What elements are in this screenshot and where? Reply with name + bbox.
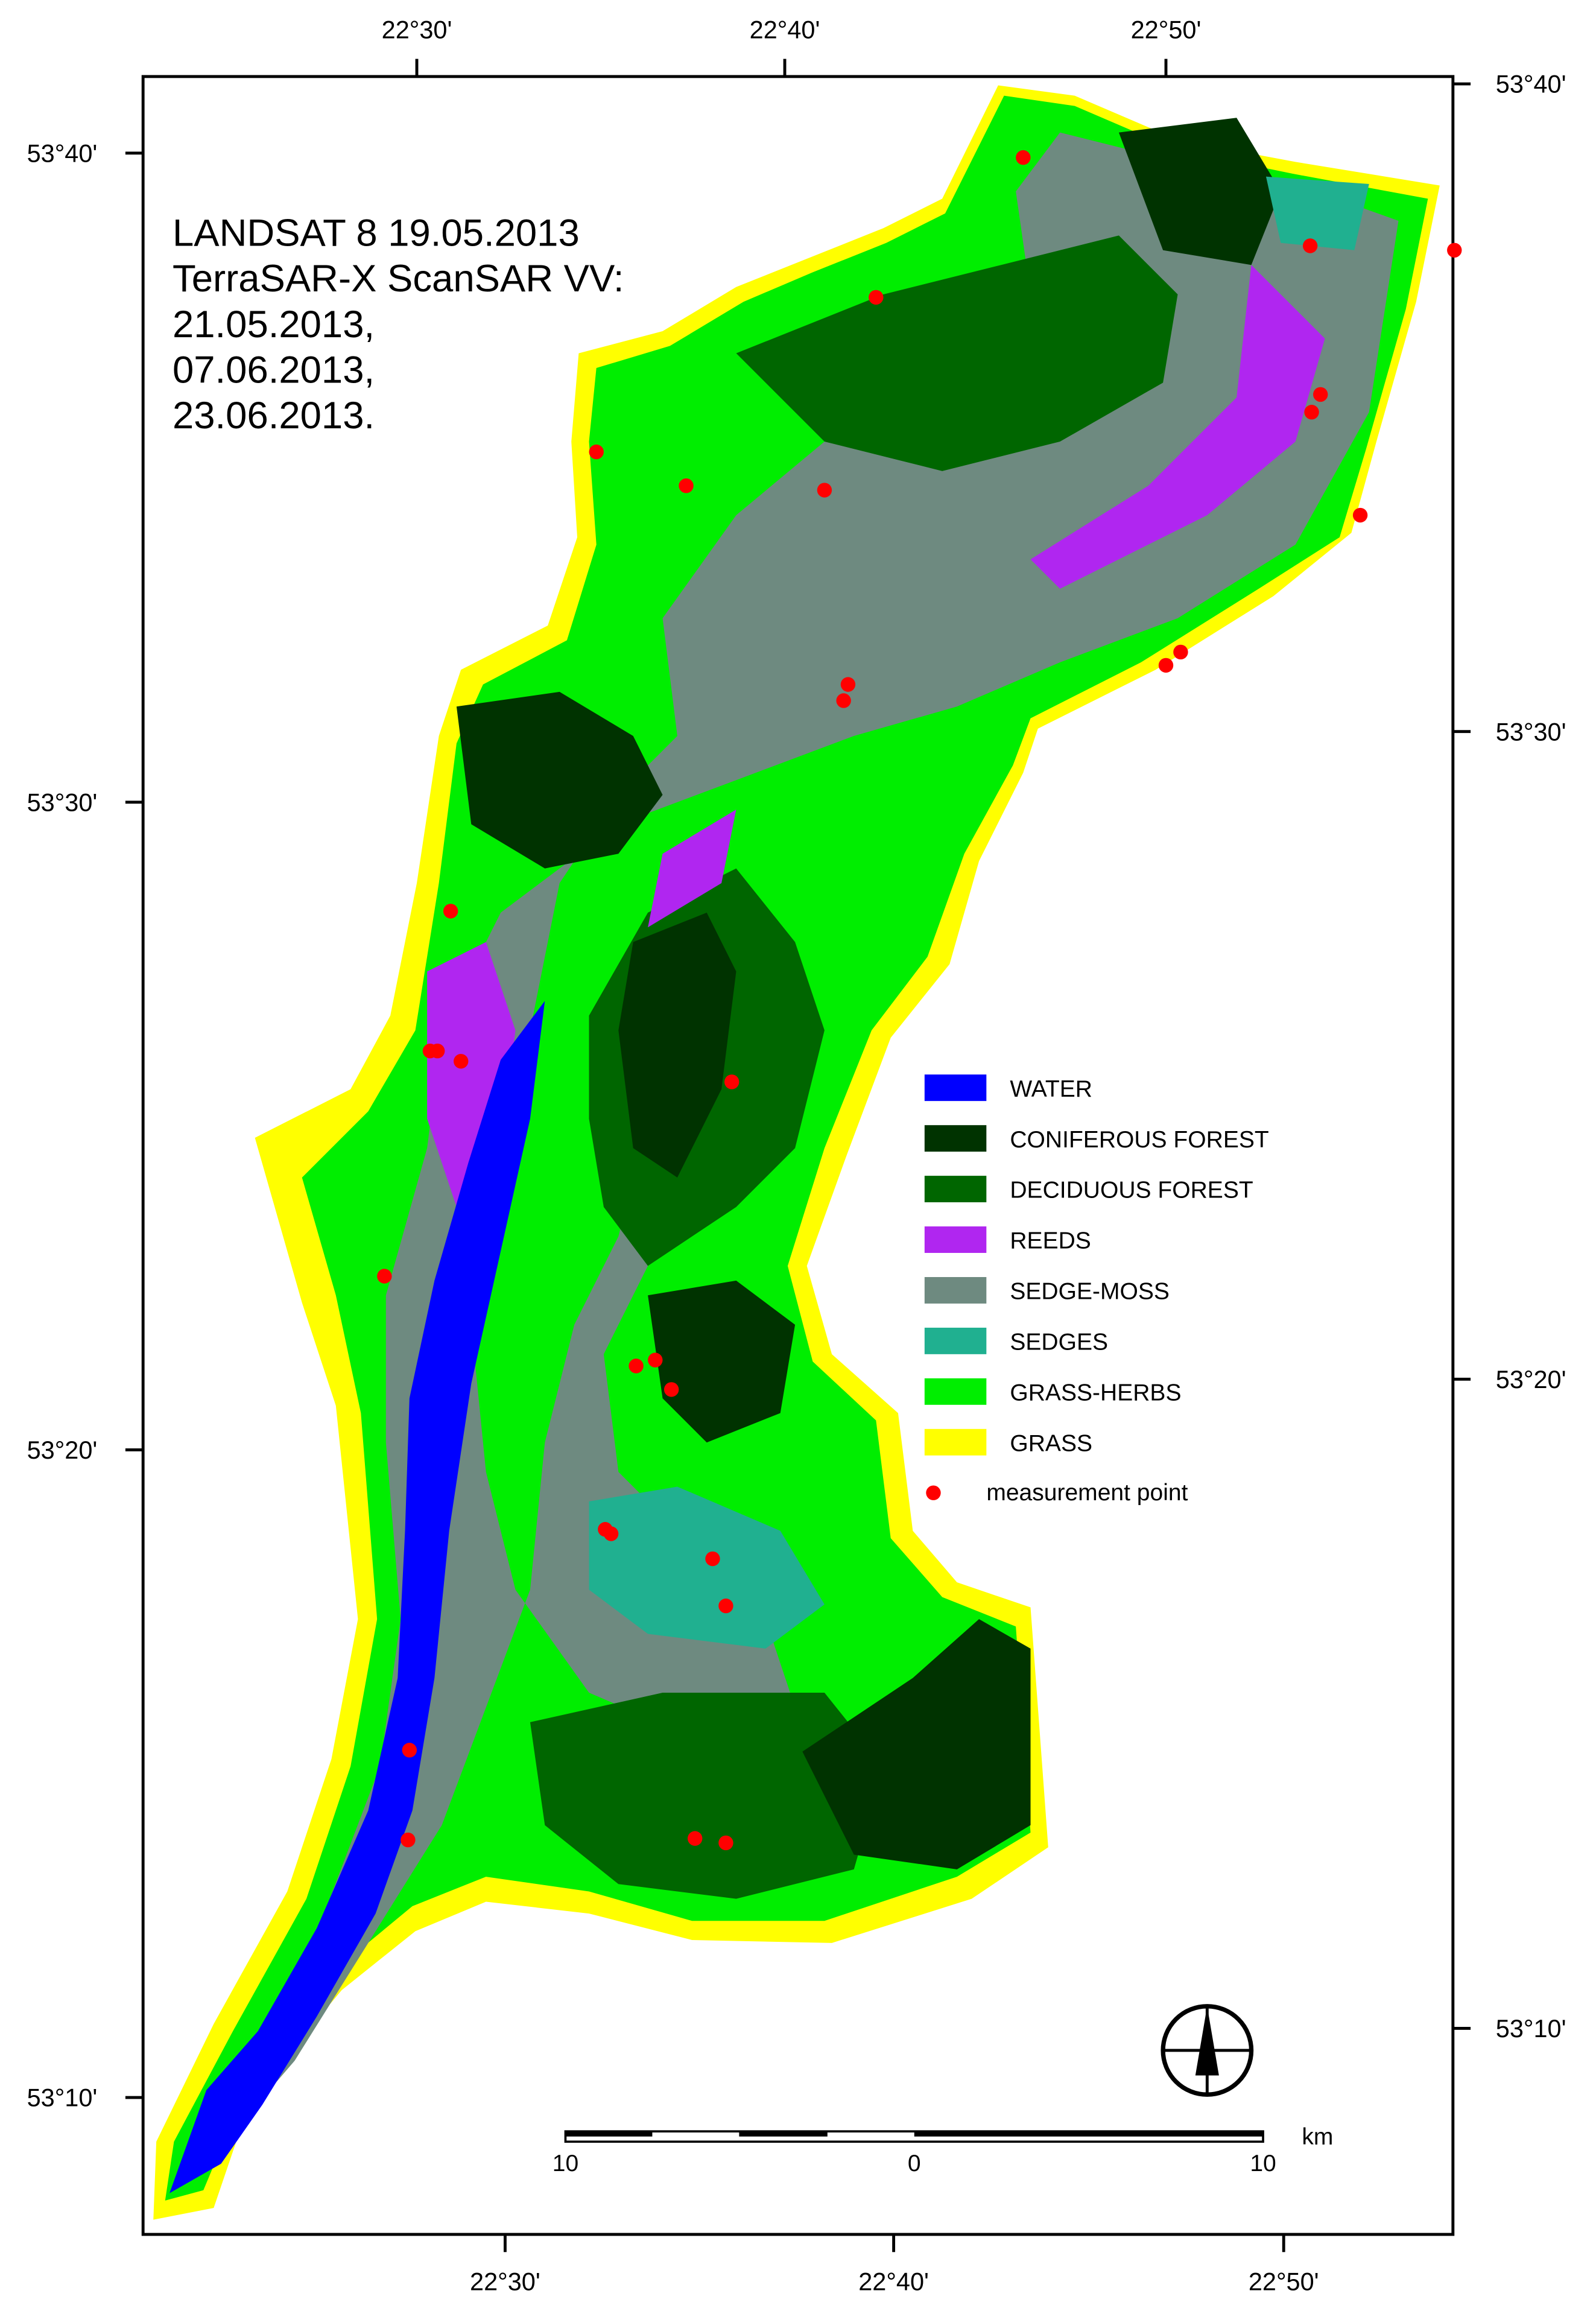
right-coord-label: 53°20' (1496, 1365, 1566, 1393)
measurement-point (836, 693, 851, 708)
measurement-point (1304, 405, 1319, 420)
measurement-point (1016, 150, 1031, 165)
right-coord-label: 53°30' (1496, 717, 1566, 746)
measurement-point (629, 1358, 644, 1374)
measurement-point (589, 444, 604, 460)
legend-label: SEDGE-MOSS (1010, 1279, 1170, 1305)
deciduous-forest-area (530, 1693, 884, 1899)
bottom-coord-label: 22°50' (1249, 2268, 1319, 2296)
measurement-point (1313, 387, 1328, 402)
sedges-area (589, 1486, 825, 1649)
measurement-point (663, 1382, 679, 1397)
measurement-point (648, 1352, 663, 1368)
coniferous-forest-area (1118, 118, 1281, 265)
measurement-point (1447, 243, 1462, 258)
bottom-coord-label: 22°30' (470, 2268, 540, 2296)
measurement-point (718, 1598, 733, 1614)
measurement-point (401, 1832, 416, 1848)
deciduous-forest-area (736, 235, 1178, 471)
map-title-line: 07.06.2013, (173, 349, 375, 391)
legend-label: GRASS-HERBS (1010, 1380, 1181, 1406)
measurement-point (1158, 658, 1174, 673)
sedge-moss-area (206, 132, 1399, 2164)
legend-label: REEDS (1010, 1228, 1091, 1254)
reeds-area (648, 810, 736, 928)
coniferous-forest-area (648, 1280, 796, 1443)
legend-label: WATER (1010, 1076, 1092, 1102)
coniferous-forest-area (802, 1619, 1031, 1869)
legend-dot (926, 1485, 941, 1500)
left-coord-label: 53°10' (27, 2084, 98, 2112)
sedges-area (1265, 176, 1369, 250)
right-coord-label: 53°10' (1496, 2014, 1566, 2043)
measurement-point (718, 1835, 733, 1851)
legend-swatch (924, 1074, 987, 1102)
map-title-line: LANDSAT 8 19.05.2013 (173, 212, 580, 254)
legend-label: SEDGES (1010, 1330, 1108, 1355)
top-coord-label: 22°40' (750, 15, 820, 43)
legend-swatch (924, 1125, 987, 1152)
measurement-point (429, 1043, 445, 1059)
measurement-point (687, 1831, 703, 1846)
top-coord-label: 22°30' (382, 15, 452, 43)
north-arrow (1161, 2004, 1254, 2097)
legend-swatch (924, 1327, 987, 1354)
measurement-point (1173, 644, 1188, 660)
measurement-point (402, 1743, 417, 1758)
scale-label: 10 (1250, 2151, 1276, 2176)
land-cover (153, 85, 1440, 2220)
measurement-point (377, 1269, 392, 1284)
legend-swatch (924, 1378, 987, 1405)
reeds-area (1030, 265, 1325, 589)
measurement-point (724, 1074, 739, 1089)
map-title-line: TerraSAR-X ScanSAR VV: (173, 258, 624, 300)
measurement-point (705, 1551, 720, 1567)
legend-swatch (924, 1428, 987, 1456)
legend-swatch (924, 1226, 987, 1253)
measurement-point (454, 1054, 469, 1069)
scale-label: 0 (908, 2151, 921, 2176)
map-frame (141, 75, 1455, 2236)
bottom-coord-label: 22°40' (858, 2268, 929, 2296)
legend-swatch (924, 1276, 987, 1304)
measurement-point (443, 904, 458, 919)
scale-bar-segment (914, 2131, 1264, 2137)
measurement-point (1302, 238, 1318, 253)
measurement-point (840, 677, 856, 692)
left-coord-label: 53°20' (27, 1436, 98, 1464)
measurement-point (869, 290, 884, 305)
coniferous-forest-area (618, 912, 736, 1178)
measurement-point (679, 478, 694, 493)
coniferous-forest-area (456, 691, 663, 869)
legend-label: GRASS (1010, 1430, 1092, 1456)
map-title-line: 23.06.2013. (173, 395, 375, 437)
legend-label: measurement point (986, 1480, 1188, 1506)
scale-unit: km (1302, 2124, 1333, 2150)
legend-label: DECIDUOUS FOREST (1010, 1178, 1253, 1203)
legend-swatch (924, 1176, 987, 1203)
right-coord-label: 53°40' (1496, 70, 1566, 98)
scale-label: 10 (553, 2151, 578, 2176)
water-area (169, 1001, 545, 2193)
scale-bar-segment (739, 2131, 828, 2137)
measurement-point (603, 1526, 619, 1541)
scale-bar-segment (565, 2131, 653, 2137)
measurement-point (817, 483, 832, 498)
left-coord-label: 53°40' (27, 139, 98, 167)
top-coord-label: 22°50' (1131, 15, 1202, 43)
map-title-line: 21.05.2013, (173, 303, 375, 346)
left-coord-label: 53°30' (27, 788, 98, 816)
measurement-point (1352, 507, 1368, 523)
legend-label: CONIFEROUS FOREST (1010, 1127, 1268, 1153)
